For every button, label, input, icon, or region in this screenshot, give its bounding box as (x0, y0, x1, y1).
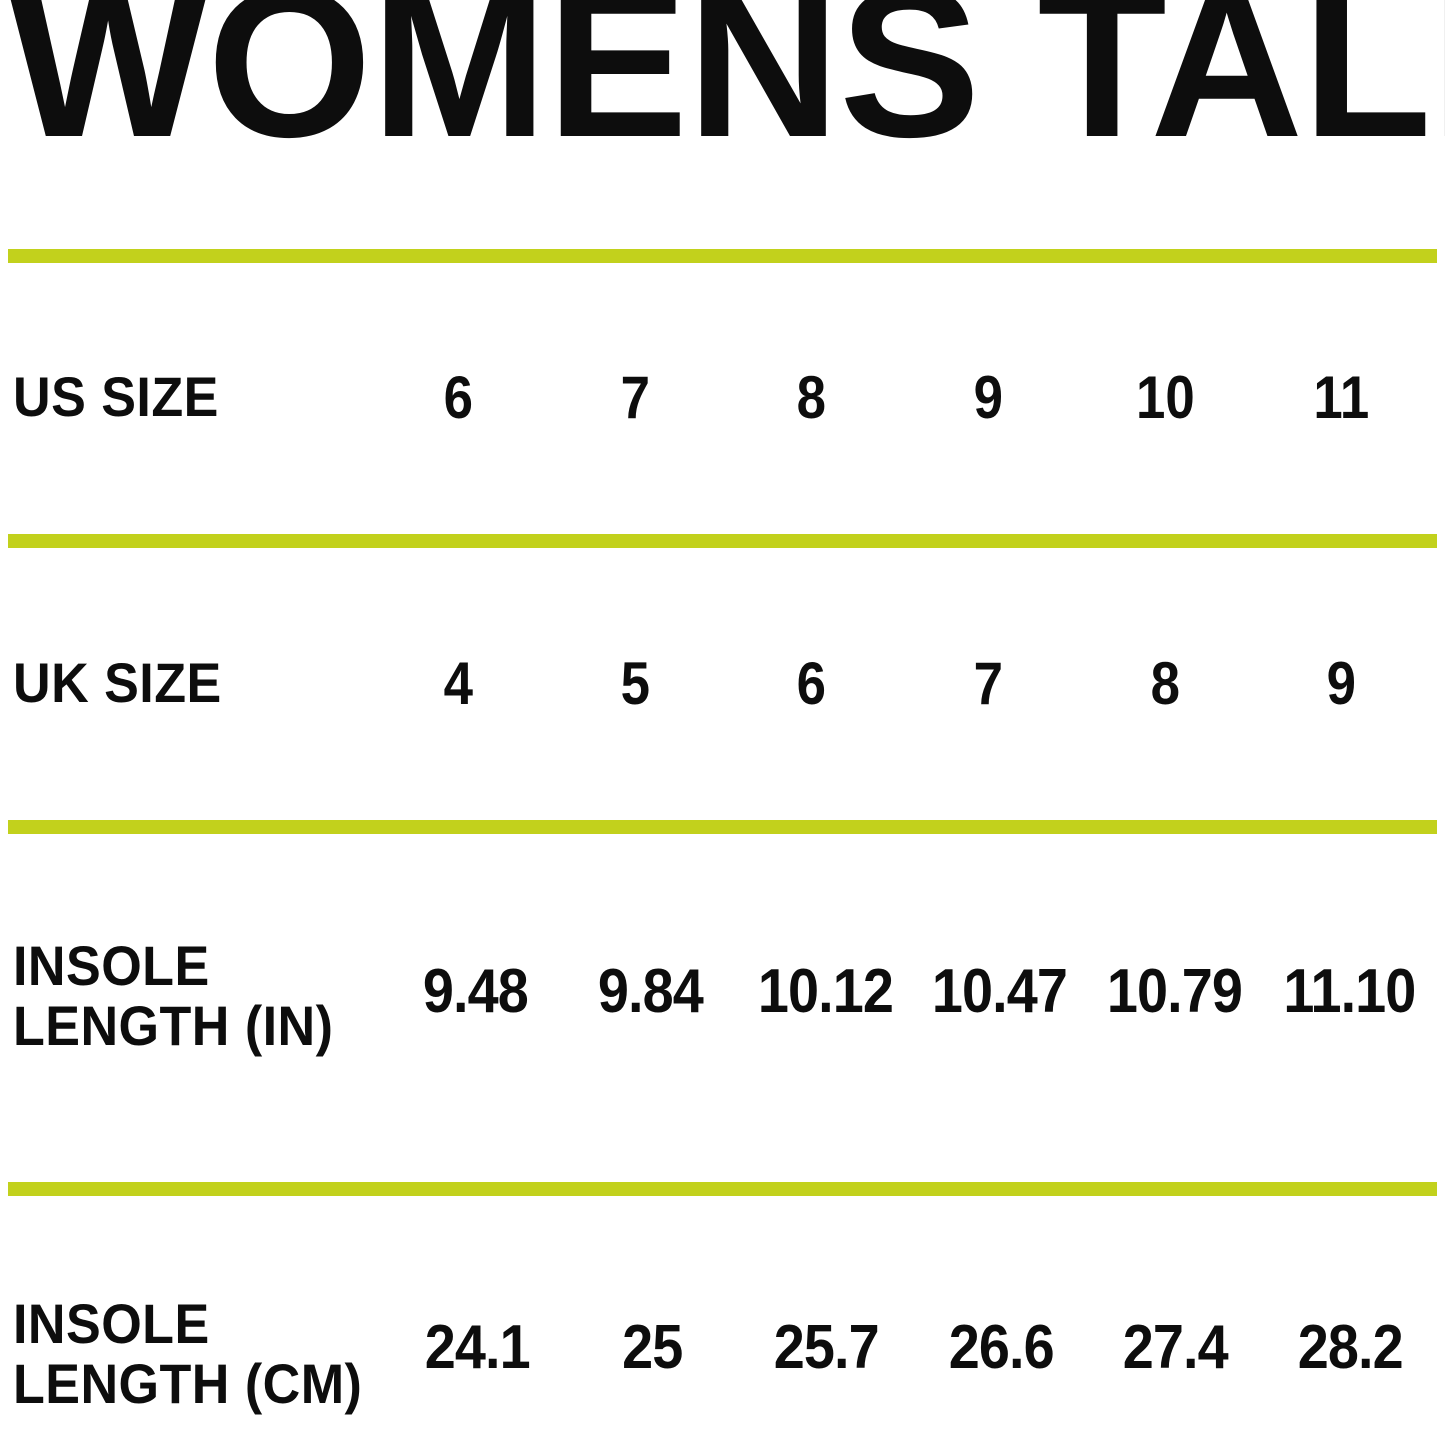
cell-insole-in-4: 10.79 (1107, 957, 1243, 1026)
cell-uk-size-2: 6 (796, 650, 827, 717)
cell-insole-cm-0: 24.1 (424, 1313, 531, 1382)
cell-insole-in-3: 10.47 (932, 957, 1068, 1026)
cell-us-size-2: 8 (796, 364, 827, 431)
divider-rule-4 (8, 1182, 1437, 1196)
cell-uk-size-1: 5 (620, 650, 650, 717)
row-values-insole-length-in: 9.48 9.84 10.12 10.47 10.79 11.10 (388, 960, 1437, 1024)
cell-insole-cm-5: 28.2 (1297, 1313, 1403, 1382)
cell-uk-size-3: 7 (973, 650, 1004, 717)
cell-uk-size-0: 4 (443, 650, 474, 717)
divider-rule-3 (8, 820, 1437, 834)
cell-uk-size-4: 8 (1150, 650, 1180, 717)
table-row-insole-length-cm: INSOLE LENGTH (CM) 24.1 25 25.7 26.6 27.… (0, 1196, 1445, 1432)
cell-insole-cm-3: 26.6 (948, 1313, 1054, 1382)
cell-insole-in-0: 9.48 (422, 957, 529, 1026)
cell-us-size-5: 11 (1313, 364, 1370, 431)
table-row-uk-size: UK SIZE 4 5 6 7 8 9 (0, 548, 1445, 820)
cell-us-size-4: 10 (1135, 364, 1195, 431)
page-title: WOMENS TALL BOOTS (8, 0, 1445, 181)
cell-insole-cm-2: 25.7 (773, 1313, 880, 1382)
cell-insole-in-5: 11.10 (1283, 957, 1417, 1026)
row-values-us-size: 6 7 8 9 10 11 (370, 367, 1430, 429)
divider-rule-2 (8, 534, 1437, 548)
row-values-insole-length-cm: 24.1 25 25.7 26.6 27.4 28.2 (390, 1316, 1437, 1380)
cell-us-size-3: 9 (973, 364, 1004, 431)
cell-insole-cm-1: 25 (621, 1313, 683, 1382)
cell-insole-in-2: 10.12 (757, 957, 893, 1026)
row-label-us-size: US SIZE (13, 365, 219, 428)
table-row-us-size: US SIZE 6 7 8 9 10 11 (0, 263, 1445, 534)
row-label-insole-length-cm: INSOLE LENGTH (CM) (13, 1292, 363, 1415)
row-label-uk-size: UK SIZE (13, 651, 222, 714)
cell-insole-cm-4: 27.4 (1122, 1313, 1229, 1382)
table-row-insole-length-in: INSOLE LENGTH (IN) 9.48 9.84 10.12 10.47… (0, 834, 1445, 1182)
cell-us-size-1: 7 (620, 364, 650, 431)
row-label-insole-length-in: INSOLE LENGTH (IN) (13, 934, 334, 1057)
row-values-uk-size: 4 5 6 7 8 9 (370, 653, 1430, 715)
cell-uk-size-5: 9 (1327, 650, 1357, 717)
cell-us-size-0: 6 (443, 364, 474, 431)
divider-rule-1 (8, 249, 1437, 263)
cell-insole-in-1: 9.84 (597, 957, 704, 1026)
